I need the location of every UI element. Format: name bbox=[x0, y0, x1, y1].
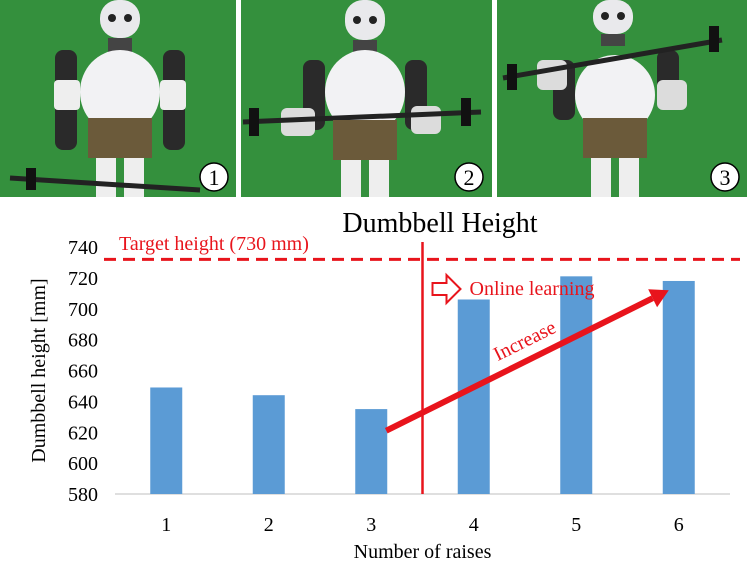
photo-strip: 1 2 bbox=[0, 0, 747, 197]
y-tick-label: 620 bbox=[68, 422, 98, 444]
y-tick-label: 660 bbox=[68, 361, 98, 383]
online-learning-arrow-icon bbox=[431, 272, 462, 306]
y-tick-label: 640 bbox=[68, 391, 98, 413]
target-height-label: Target height (730 mm) bbox=[119, 233, 309, 255]
increase-label: Increase bbox=[490, 316, 560, 365]
bar-5 bbox=[560, 276, 593, 494]
y-axis-ticks: 580 600 620 640 660 680 700 720 740 bbox=[68, 237, 98, 506]
increase-arrow-shaft bbox=[384, 295, 654, 434]
robot-figure-3 bbox=[502, 0, 723, 197]
increase-arrow-head bbox=[648, 289, 669, 308]
x-tick-label: 2 bbox=[264, 514, 274, 536]
x-axis-label: Number of raises bbox=[354, 541, 492, 563]
y-tick-label: 720 bbox=[68, 268, 98, 290]
photo-panel-3: 3 bbox=[497, 0, 747, 197]
x-tick-label: 3 bbox=[366, 514, 376, 536]
badge-circle-3 bbox=[710, 162, 740, 192]
bars bbox=[115, 276, 730, 495]
y-tick-label: 580 bbox=[68, 484, 98, 506]
photo-badge-3: 3 bbox=[720, 165, 731, 190]
bar-6 bbox=[662, 280, 695, 494]
x-tick-label: 5 bbox=[571, 514, 581, 536]
bar-2 bbox=[252, 395, 285, 494]
x-tick-label: 1 bbox=[161, 514, 171, 536]
badge-circle-2 bbox=[454, 162, 484, 192]
chart-title: Dumbbell Height bbox=[342, 208, 537, 239]
dumbbell-height-chart: Dumbbell Height Dumbbell height [mm] Num… bbox=[28, 208, 740, 563]
y-tick-label: 740 bbox=[68, 237, 98, 259]
y-tick-label: 600 bbox=[68, 453, 98, 475]
y-axis-label: Dumbbell height [mm] bbox=[28, 278, 50, 462]
annotations: Target height (730 mm) Online learning Inc… bbox=[104, 233, 740, 494]
robot-figure-2 bbox=[242, 0, 482, 197]
y-tick-label: 680 bbox=[68, 330, 98, 352]
x-tick-label: 6 bbox=[674, 514, 684, 536]
badge-circle-1 bbox=[199, 162, 229, 192]
bar-3 bbox=[355, 409, 388, 494]
online-learning-label: Online learning bbox=[470, 278, 595, 300]
bar-1 bbox=[150, 387, 183, 494]
bar-4 bbox=[457, 299, 490, 494]
x-tick-label: 4 bbox=[469, 514, 479, 536]
photo-badge-1: 1 bbox=[209, 165, 220, 190]
photo-badge-2: 2 bbox=[464, 165, 475, 190]
x-axis-ticks: 1 2 3 4 5 6 bbox=[161, 514, 684, 536]
robot-figure-1 bbox=[9, 0, 201, 197]
photo-panel-2: 2 bbox=[241, 0, 492, 197]
y-tick-label: 700 bbox=[68, 299, 98, 321]
photo-panel-1: 1 bbox=[0, 0, 236, 197]
